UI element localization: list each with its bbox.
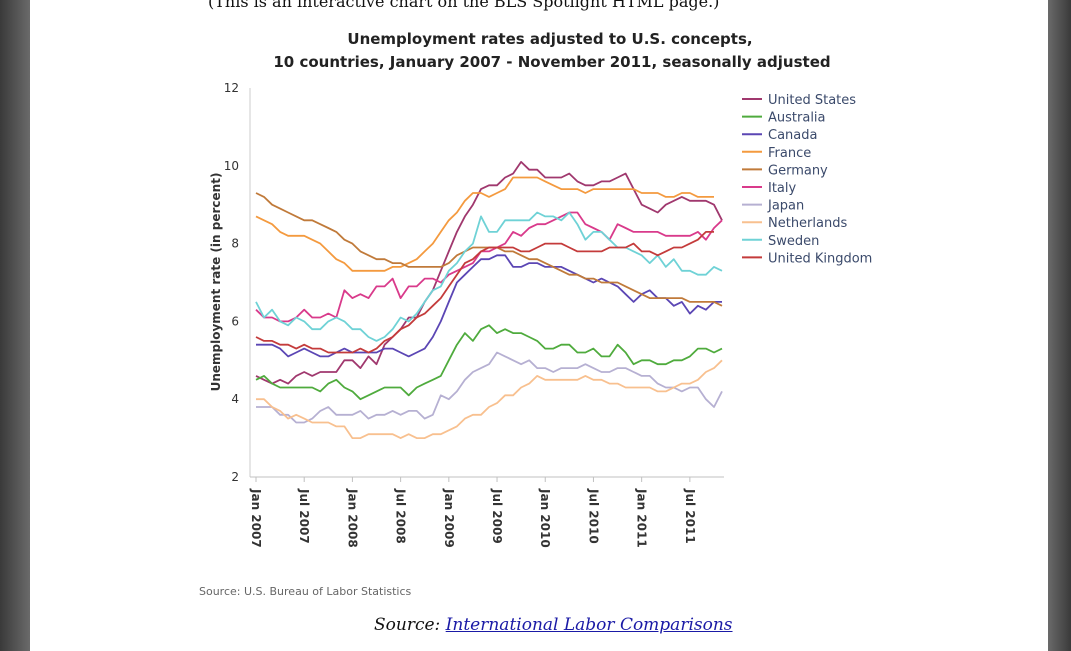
y-tick-label: 6 [231, 314, 239, 328]
legend-item-united-kingdom[interactable]: United Kingdom [768, 251, 872, 266]
legend-item-netherlands[interactable]: Netherlands [768, 216, 847, 231]
x-tick-label: Jan 2007 [249, 488, 263, 548]
legend-item-italy[interactable]: Italy [768, 181, 797, 196]
series-line-netherlands[interactable] [256, 359, 723, 439]
legend-item-united-states[interactable]: United States [768, 93, 856, 108]
series-lines [255, 161, 723, 439]
series-line-united-kingdom[interactable] [255, 231, 714, 354]
source-line: Source: International Labor Comparisons [374, 615, 733, 635]
x-tick-label: Jul 2008 [394, 488, 408, 544]
source-link[interactable]: International Labor Comparisons [445, 615, 733, 635]
legend[interactable]: United States Australia Canada France German… [742, 93, 872, 266]
document-page: (This is an interactive chart on the BLS… [30, 0, 1048, 651]
series-line-australia[interactable] [255, 324, 723, 401]
x-tick-label: Jan 2009 [442, 488, 456, 548]
x-tick-label: Jul 2007 [297, 488, 311, 544]
chart-credit: Source: U.S. Bureau of Labor Statistics [199, 585, 412, 598]
unemployment-line-chart[interactable]: Unemployment rates adjusted to U.S. conc… [30, 0, 1048, 610]
y-tick-label: 12 [224, 81, 239, 95]
x-tick-label: Jul 2010 [586, 488, 600, 544]
series-line-sweden[interactable] [255, 211, 723, 342]
x-tick-label: Jan 2011 [635, 488, 649, 548]
x-tick-label: Jan 2008 [345, 488, 359, 548]
chart-title-line1: Unemployment rates adjusted to U.S. conc… [347, 30, 752, 48]
x-tick-label: Jul 2009 [490, 488, 504, 544]
series-line-france[interactable] [255, 176, 714, 272]
series-line-japan[interactable] [256, 351, 723, 424]
legend-item-france[interactable]: France [768, 146, 811, 161]
y-tick-labels: 2 4 6 8 10 12 [224, 81, 239, 484]
series-line-italy[interactable] [255, 211, 723, 323]
legend-item-sweden[interactable]: Sweden [768, 234, 819, 249]
y-tick-label: 2 [231, 470, 239, 484]
legend-item-australia[interactable]: Australia [768, 111, 826, 126]
legend-item-japan[interactable]: Japan [767, 199, 804, 214]
series-line-united-states[interactable] [255, 161, 723, 385]
legend-item-germany[interactable]: Germany [768, 163, 828, 178]
source-prefix: Source: [374, 615, 441, 635]
y-axis-label: Unemployment rate (in percent) [209, 173, 223, 392]
window-frame-left [0, 0, 30, 651]
y-tick-label: 4 [231, 392, 239, 406]
chart-title-line2: 10 countries, January 2007 - November 20… [273, 53, 830, 71]
series-line-canada[interactable] [256, 254, 722, 358]
x-tick-label: Jul 2011 [683, 488, 697, 544]
y-tick-label: 8 [231, 237, 239, 251]
top-caption: (This is an interactive chart on the BLS… [208, 0, 720, 11]
x-tick-labels: Jan 2007 Jul 2007 Jan 2008 Jul 2008 Jan 2009… [249, 477, 697, 548]
window-frame-right [1048, 0, 1071, 651]
legend-item-canada[interactable]: Canada [768, 128, 817, 143]
y-tick-label: 10 [224, 159, 239, 173]
x-tick-label: Jan 2010 [538, 488, 552, 548]
